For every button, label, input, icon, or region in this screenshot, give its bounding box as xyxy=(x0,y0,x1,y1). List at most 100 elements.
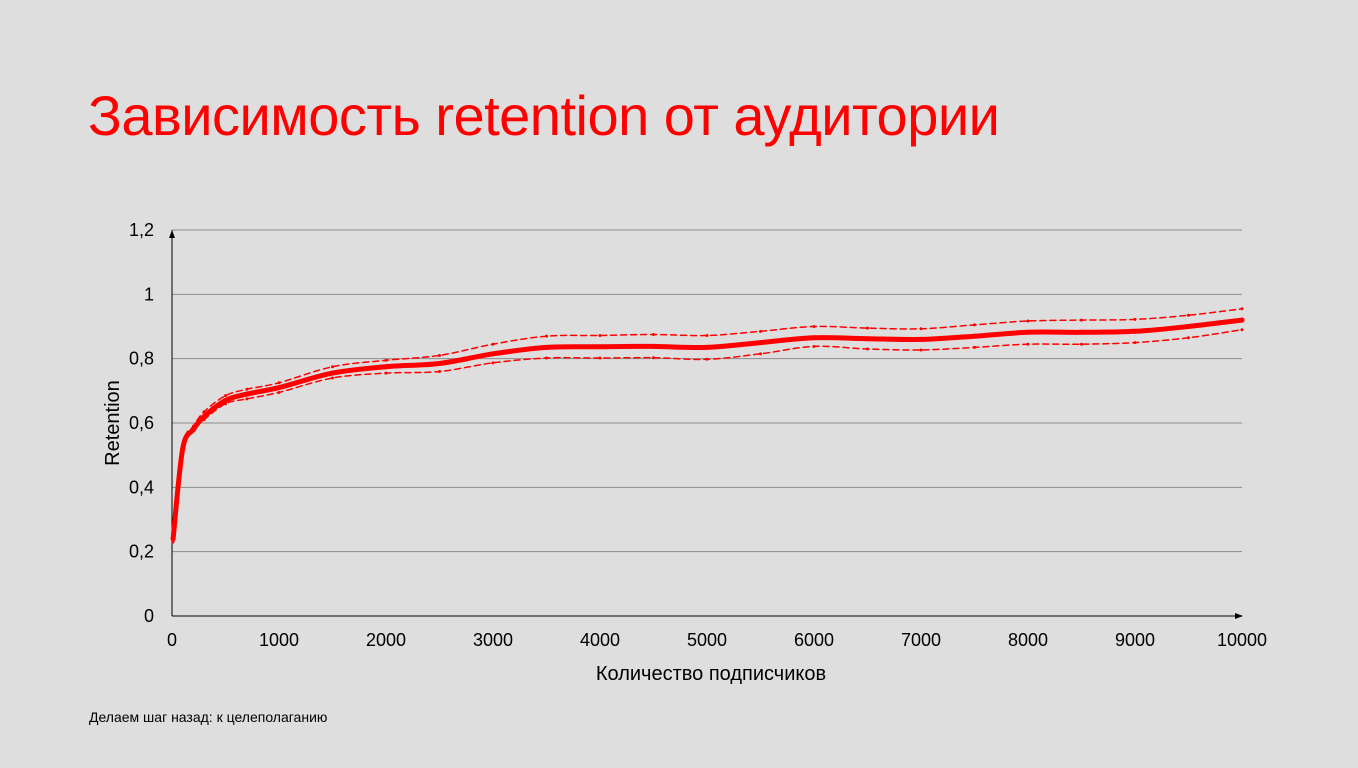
retention-point xyxy=(972,333,977,339)
band-point xyxy=(384,371,388,375)
x-tick-label: 1000 xyxy=(259,630,299,650)
band-point xyxy=(331,376,334,380)
band-point xyxy=(245,397,249,401)
band-point xyxy=(1240,307,1244,311)
band-point xyxy=(1240,328,1244,332)
x-tick-label: 8000 xyxy=(1008,630,1048,650)
x-tick-label: 9000 xyxy=(1115,630,1155,650)
band-point xyxy=(812,325,816,328)
x-tick-label: 7000 xyxy=(901,630,941,650)
retention-point xyxy=(865,336,870,342)
x-axis-label: Количество подписчиков xyxy=(596,663,826,685)
band-point xyxy=(191,424,195,428)
confidence-band-line xyxy=(172,328,1243,543)
retention-line xyxy=(170,317,1245,542)
band-point xyxy=(438,353,441,357)
band-point xyxy=(1026,319,1030,323)
band-point xyxy=(491,342,495,346)
y-tick-label: 0,2 xyxy=(129,542,154,562)
band-point xyxy=(277,390,281,394)
retention-point xyxy=(1132,328,1138,334)
band-point xyxy=(919,327,923,331)
band-point xyxy=(652,333,655,337)
retention-point xyxy=(1239,317,1245,323)
band-point xyxy=(866,326,869,330)
retention-point xyxy=(437,360,442,366)
y-tick-label: 1 xyxy=(144,284,154,304)
y-tick-label: 0,4 xyxy=(129,477,154,497)
retention-point xyxy=(651,343,656,349)
retention-point xyxy=(811,335,817,341)
retention-point xyxy=(330,370,335,376)
tick-labels: 0 1000 2000 3000 4000 5000 6000 7000 8000 9000 100… xyxy=(129,220,1267,650)
band-point xyxy=(866,347,869,351)
retention-point xyxy=(597,344,603,350)
band-point xyxy=(331,365,334,369)
y-axis-label: Retention xyxy=(102,380,124,466)
retention-point xyxy=(704,344,710,350)
retention-point xyxy=(490,351,496,357)
band-point xyxy=(973,345,976,349)
band-point xyxy=(224,394,227,398)
band-point xyxy=(545,334,548,338)
band-point xyxy=(1133,317,1137,321)
band-point xyxy=(171,540,175,544)
band-point xyxy=(181,450,185,454)
x-tick-label: 6000 xyxy=(794,630,834,650)
retention-point xyxy=(276,385,282,391)
band-point xyxy=(973,323,976,327)
band-point xyxy=(705,334,709,338)
retention-point xyxy=(223,397,228,403)
band-point xyxy=(759,329,762,333)
band-point xyxy=(598,356,602,360)
retention-point xyxy=(244,391,250,397)
grid-lines xyxy=(172,229,1242,553)
retention-point xyxy=(758,340,763,346)
band-point xyxy=(919,348,923,352)
band-point xyxy=(1080,318,1083,322)
retention-point xyxy=(544,344,549,350)
y-tick-label: 0 xyxy=(144,606,154,626)
y-tick-label: 1,2 xyxy=(129,220,154,240)
band-point xyxy=(652,356,655,360)
band-point xyxy=(545,356,548,360)
retention-point xyxy=(918,336,924,342)
band-point xyxy=(491,361,495,365)
retention-point xyxy=(1186,324,1191,329)
band-point xyxy=(202,418,206,422)
band-point xyxy=(438,370,441,374)
y-tick-label: 0,8 xyxy=(129,349,154,369)
x-tick-label: 0 xyxy=(167,630,177,650)
y-axis-arrow-icon xyxy=(169,230,175,238)
slide-title: Зависимость retention от аудитории xyxy=(88,84,1000,147)
y-tick-label: 0,6 xyxy=(129,413,154,433)
band-point xyxy=(245,387,249,391)
band-point xyxy=(277,381,281,385)
band-point xyxy=(759,352,762,356)
x-tick-label: 3000 xyxy=(473,630,513,650)
band-point xyxy=(598,334,602,338)
band-point xyxy=(1133,341,1137,345)
x-tick-label: 5000 xyxy=(687,630,727,650)
series-lines xyxy=(170,307,1245,544)
x-tick-label: 10000 xyxy=(1217,630,1267,650)
retention-point xyxy=(383,364,389,370)
footer-note: Делаем шаг назад: к целеполаганию xyxy=(89,709,328,725)
band-point xyxy=(705,357,709,361)
band-point xyxy=(1026,342,1030,346)
band-point xyxy=(812,344,816,348)
x-tick-label: 4000 xyxy=(580,630,620,650)
band-point xyxy=(202,410,206,414)
retention-point xyxy=(1025,329,1031,335)
retention-point xyxy=(1079,329,1084,335)
band-point xyxy=(224,402,227,406)
band-point xyxy=(191,429,195,433)
band-point xyxy=(1187,313,1190,317)
x-tick-label: 2000 xyxy=(366,630,406,650)
band-point xyxy=(1187,336,1190,340)
band-point xyxy=(1080,342,1083,346)
x-axis-arrow-icon xyxy=(1235,613,1243,619)
band-point xyxy=(384,358,388,362)
axes xyxy=(169,230,1243,619)
